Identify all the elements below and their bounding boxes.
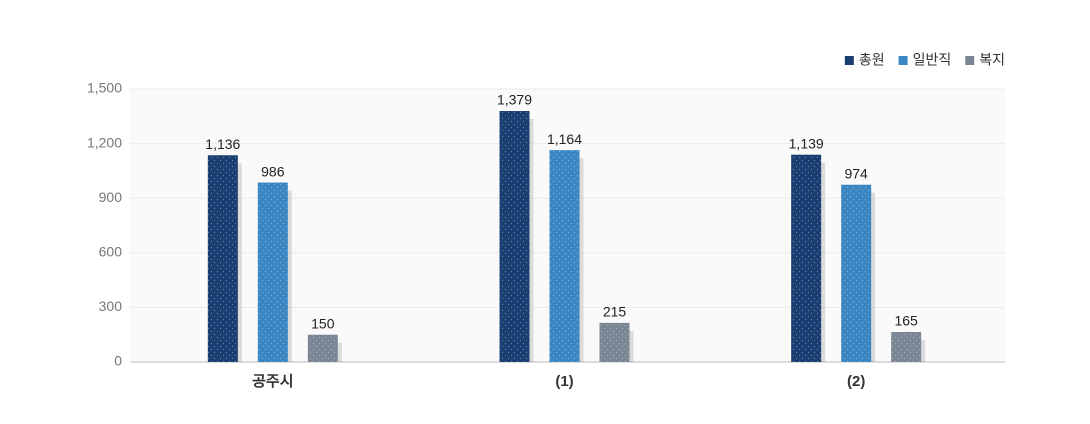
value-label: 165 — [894, 313, 918, 329]
legend-label: 총원 — [859, 52, 885, 68]
bar-texture — [891, 331, 922, 362]
y-tick-label: 0 — [114, 353, 122, 369]
value-label: 986 — [261, 163, 285, 179]
y-tick-label: 1,500 — [87, 80, 122, 96]
y-tick-label: 300 — [99, 298, 123, 314]
value-label: 150 — [311, 315, 335, 331]
value-label: 1,136 — [205, 136, 240, 152]
bar-texture — [791, 154, 822, 362]
bar-texture — [307, 334, 338, 362]
value-label: 215 — [603, 304, 627, 320]
legend-label: 복지 — [979, 52, 1005, 68]
value-label: 1,139 — [789, 135, 824, 151]
value-label: 974 — [844, 165, 868, 181]
bar-texture — [841, 184, 872, 362]
value-label: 1,379 — [497, 92, 532, 108]
legend-swatch — [898, 56, 908, 65]
legend-swatch — [844, 56, 854, 65]
legend-swatch — [965, 56, 975, 65]
x-tick-label: 공주시 — [252, 373, 293, 390]
y-tick-label: 1,200 — [87, 134, 122, 150]
value-label: 1,164 — [547, 131, 582, 147]
y-tick-label: 600 — [99, 244, 123, 260]
x-tick-label: (2) — [847, 373, 865, 390]
bar-texture — [257, 182, 288, 362]
bar-texture — [207, 155, 238, 362]
bar-texture — [549, 150, 580, 362]
x-tick-label: (1) — [555, 373, 573, 390]
bar-texture — [499, 111, 530, 362]
y-tick-label: 900 — [99, 189, 123, 205]
legend-label: 일반직 — [913, 52, 952, 68]
bar-texture — [599, 322, 630, 362]
